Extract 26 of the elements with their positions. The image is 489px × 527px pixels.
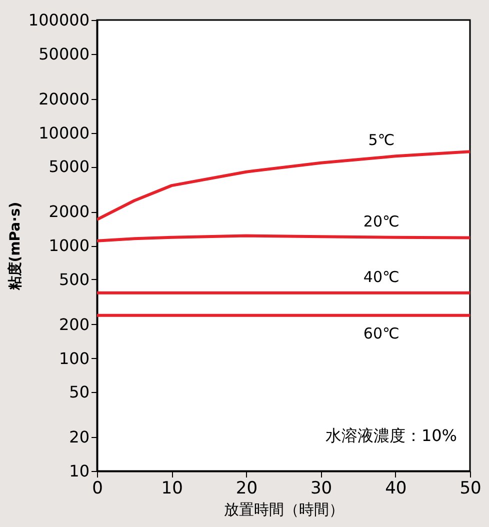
series-label: 60℃ [363,324,400,342]
annotation: 水溶液濃度：10% [325,426,457,445]
y-tick-label: 20000 [38,89,90,108]
x-tick-label: 10 [161,478,183,498]
y-tick-label: 50000 [38,44,90,64]
y-tick-label: 500 [58,270,90,289]
x-tick-label: 0 [92,478,103,498]
x-tick-label: 20 [236,478,258,498]
y-tick-label: 20 [69,428,90,447]
series-label: 20℃ [363,212,400,230]
y-tick-label: 1000 [48,236,90,255]
y-tick-label: 5000 [48,157,90,176]
series-label: 40℃ [363,268,400,286]
x-tick-label: 40 [385,478,407,498]
y-tick-label: 10000 [38,123,90,142]
y-tick-label: 200 [58,314,90,334]
y-tick-label: 50 [69,382,90,402]
y-tick-label: 10 [69,462,90,480]
x-tick-label: 30 [310,478,332,498]
x-axis-title: 放置時間（時間） [224,500,344,518]
y-tick-label: 2000 [48,202,90,222]
y-tick-label: 100 [58,348,90,368]
y-axis-title: 粘度(mPa·s) [6,202,24,292]
x-tick-label: 50 [460,478,482,498]
series-label: 5℃ [368,131,395,150]
y-tick-label: 100000 [28,10,90,30]
